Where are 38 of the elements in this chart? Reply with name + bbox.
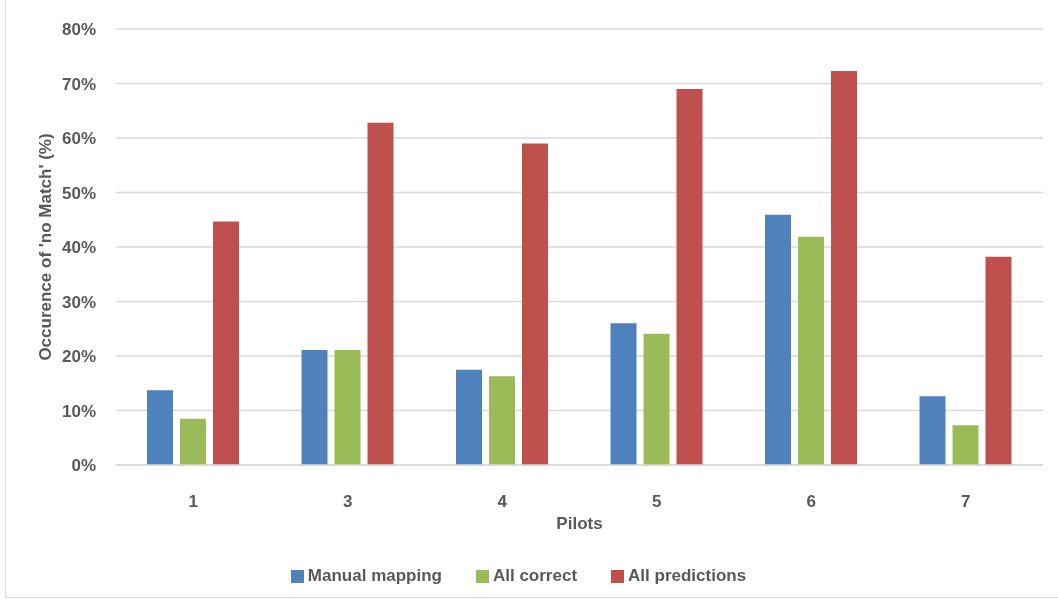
y-tick-label: 50% — [61, 183, 96, 203]
bar — [180, 418, 206, 465]
y-tick-label: 70% — [61, 74, 96, 94]
x-tick-label: 4 — [497, 492, 508, 512]
y-tick-label: 30% — [61, 292, 96, 312]
y-tick-label: 0% — [71, 456, 96, 476]
bar — [213, 221, 239, 465]
bar — [334, 350, 361, 465]
bar — [831, 70, 857, 465]
bar — [610, 323, 637, 465]
bar — [489, 376, 515, 465]
bar — [147, 390, 173, 465]
y-tick-label: 60% — [61, 129, 96, 149]
bar — [301, 350, 328, 465]
legend-label: All predictions — [628, 566, 747, 585]
bar — [985, 256, 1012, 465]
bar — [952, 425, 979, 465]
x-tick-label: 1 — [188, 492, 198, 512]
bar — [643, 333, 670, 465]
y-axis-title: Occurence of 'no Match' (%) — [35, 133, 55, 361]
x-tick-label: 3 — [343, 492, 353, 512]
y-tick-label: 20% — [61, 347, 96, 367]
x-axis-title: Pilots — [556, 513, 603, 533]
bar — [919, 396, 946, 465]
bar — [522, 143, 548, 465]
bar — [676, 88, 703, 465]
legend-label: All correct — [492, 566, 578, 585]
y-tick-label: 80% — [61, 20, 96, 40]
y-tick-label: 40% — [61, 238, 96, 258]
x-tick-label: 5 — [652, 492, 662, 512]
bar — [367, 122, 394, 465]
y-tick-label: 10% — [61, 401, 96, 421]
x-tick-label: 6 — [806, 492, 816, 512]
bar — [765, 214, 791, 465]
bar — [456, 369, 482, 465]
legend-label: Manual mapping — [307, 566, 442, 585]
bar — [798, 236, 824, 465]
x-tick-label: 7 — [961, 492, 971, 512]
